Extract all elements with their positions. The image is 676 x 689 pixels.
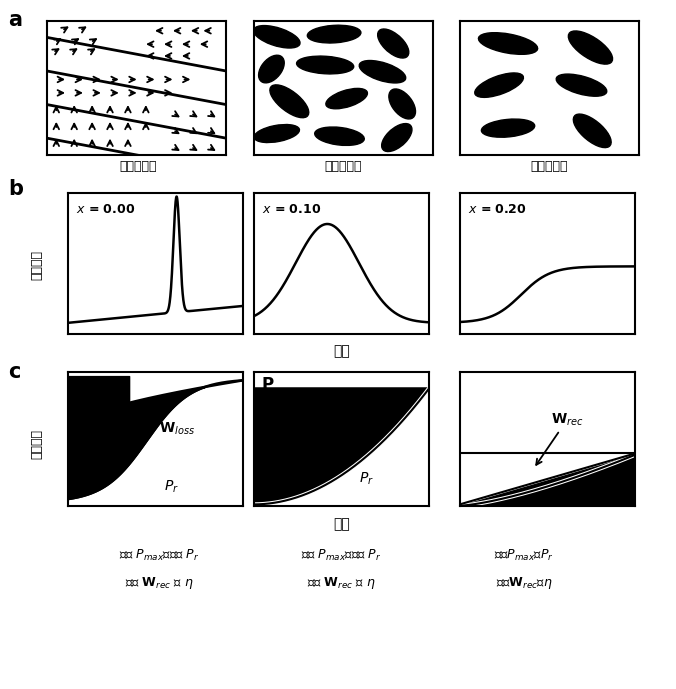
Text: 大的 $\mathit{P}_{max}$，大的 $\mathit{P}_r$: 大的 $\mathit{P}_{max}$，大的 $\mathit{P}_r$ — [119, 548, 199, 563]
Text: 大的 $\mathit{P}_{max}$，小的 $\mathit{P}_r$: 大的 $\mathit{P}_{max}$，小的 $\mathit{P}_r$ — [301, 548, 381, 563]
Ellipse shape — [259, 55, 284, 83]
Ellipse shape — [556, 74, 607, 96]
Ellipse shape — [569, 31, 612, 64]
Ellipse shape — [270, 85, 309, 118]
Ellipse shape — [389, 89, 416, 119]
Ellipse shape — [326, 88, 368, 109]
Text: $\mathit{x}$ = 0.10: $\mathit{x}$ = 0.10 — [262, 203, 322, 216]
Ellipse shape — [308, 25, 361, 43]
Text: 极化强度: 极化强度 — [30, 429, 44, 460]
Ellipse shape — [297, 56, 354, 74]
Ellipse shape — [378, 29, 409, 58]
Text: 小的$\mathit{P}_{max}$和$\mathit{P}_r$: 小的$\mathit{P}_{max}$和$\mathit{P}_r$ — [494, 548, 554, 563]
Ellipse shape — [475, 73, 523, 97]
Text: 低的 $\mathbf{W}_{rec}$ 和 $\eta$: 低的 $\mathbf{W}_{rec}$ 和 $\eta$ — [124, 575, 193, 591]
Text: $\mathit{P}_r$: $\mathit{P}_r$ — [359, 470, 374, 486]
Text: 正常铁电体: 正常铁电体 — [120, 160, 158, 173]
Ellipse shape — [254, 125, 299, 143]
Ellipse shape — [359, 61, 406, 83]
Text: $\mathbf{W}_{loss}$: $\mathbf{W}_{loss}$ — [125, 415, 195, 437]
Text: 弛豫铁电体: 弛豫铁电体 — [530, 160, 568, 173]
Text: $\mathit{P}_r$: $\mathit{P}_r$ — [164, 478, 179, 495]
Ellipse shape — [481, 119, 535, 137]
Ellipse shape — [315, 127, 364, 145]
Ellipse shape — [573, 114, 611, 147]
Ellipse shape — [479, 32, 537, 54]
Ellipse shape — [254, 25, 300, 48]
Text: c: c — [8, 362, 20, 382]
Ellipse shape — [382, 123, 412, 152]
Text: 高的 $\mathbf{W}_{rec}$ 和 $\eta$: 高的 $\mathbf{W}_{rec}$ 和 $\eta$ — [307, 575, 376, 591]
Text: 电场: 电场 — [333, 517, 349, 531]
Text: $\mathit{x}$ = 0.00: $\mathit{x}$ = 0.00 — [76, 203, 136, 216]
Text: 温度: 温度 — [333, 344, 349, 358]
Text: $\mathbf{P}$: $\mathbf{P}$ — [260, 376, 274, 394]
Text: a: a — [8, 10, 22, 30]
Text: $\mathit{x}$ = 0.20: $\mathit{x}$ = 0.20 — [468, 203, 527, 216]
Text: 交叉铁电体: 交叉铁电体 — [324, 160, 362, 173]
Text: 介电常数: 介电常数 — [30, 250, 44, 280]
Text: $\mathbf{W}_{rec}$: $\mathbf{W}_{rec}$ — [536, 411, 583, 465]
Text: b: b — [8, 179, 23, 199]
Text: 低的$\mathbf{W}_{rec}$和$\eta$: 低的$\mathbf{W}_{rec}$和$\eta$ — [496, 575, 552, 591]
